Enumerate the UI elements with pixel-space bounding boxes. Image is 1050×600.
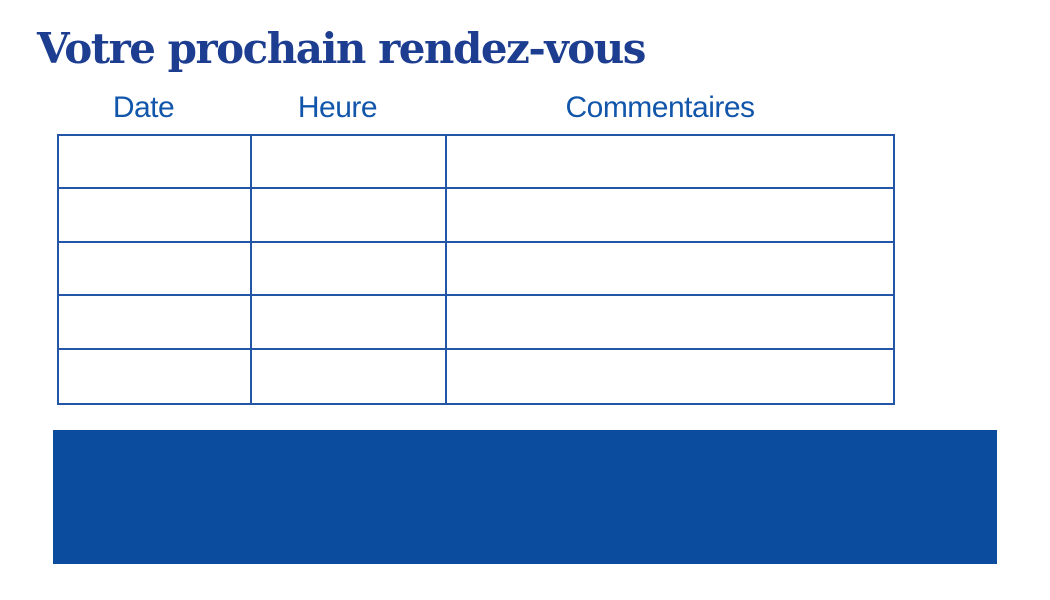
table-cell: [59, 189, 252, 243]
table-cell: [252, 242, 447, 297]
table-cell: [252, 349, 447, 403]
table-cell: [252, 296, 447, 350]
column-header-commentaires: Commentaires: [565, 91, 755, 124]
table-cell: [447, 243, 893, 297]
table-cell: [447, 136, 893, 190]
table-cell: [447, 350, 893, 403]
table-cell: [252, 136, 447, 190]
page-title: Votre prochain rendez-vous: [37, 24, 646, 73]
column-header-date: Date: [112, 91, 175, 124]
table-cell: [447, 189, 893, 243]
column-header-heure: Heure: [297, 91, 378, 124]
table-cell: [59, 349, 252, 403]
table-cell: [447, 296, 893, 350]
appointments-table: [57, 134, 895, 405]
table-cell: [59, 242, 252, 297]
table-header-row: Date Heure Commentaires: [47, 93, 885, 123]
table-cell: [59, 136, 252, 190]
table-cell: [59, 296, 252, 350]
table-cell: [252, 189, 447, 243]
footer-banner: [53, 430, 997, 564]
